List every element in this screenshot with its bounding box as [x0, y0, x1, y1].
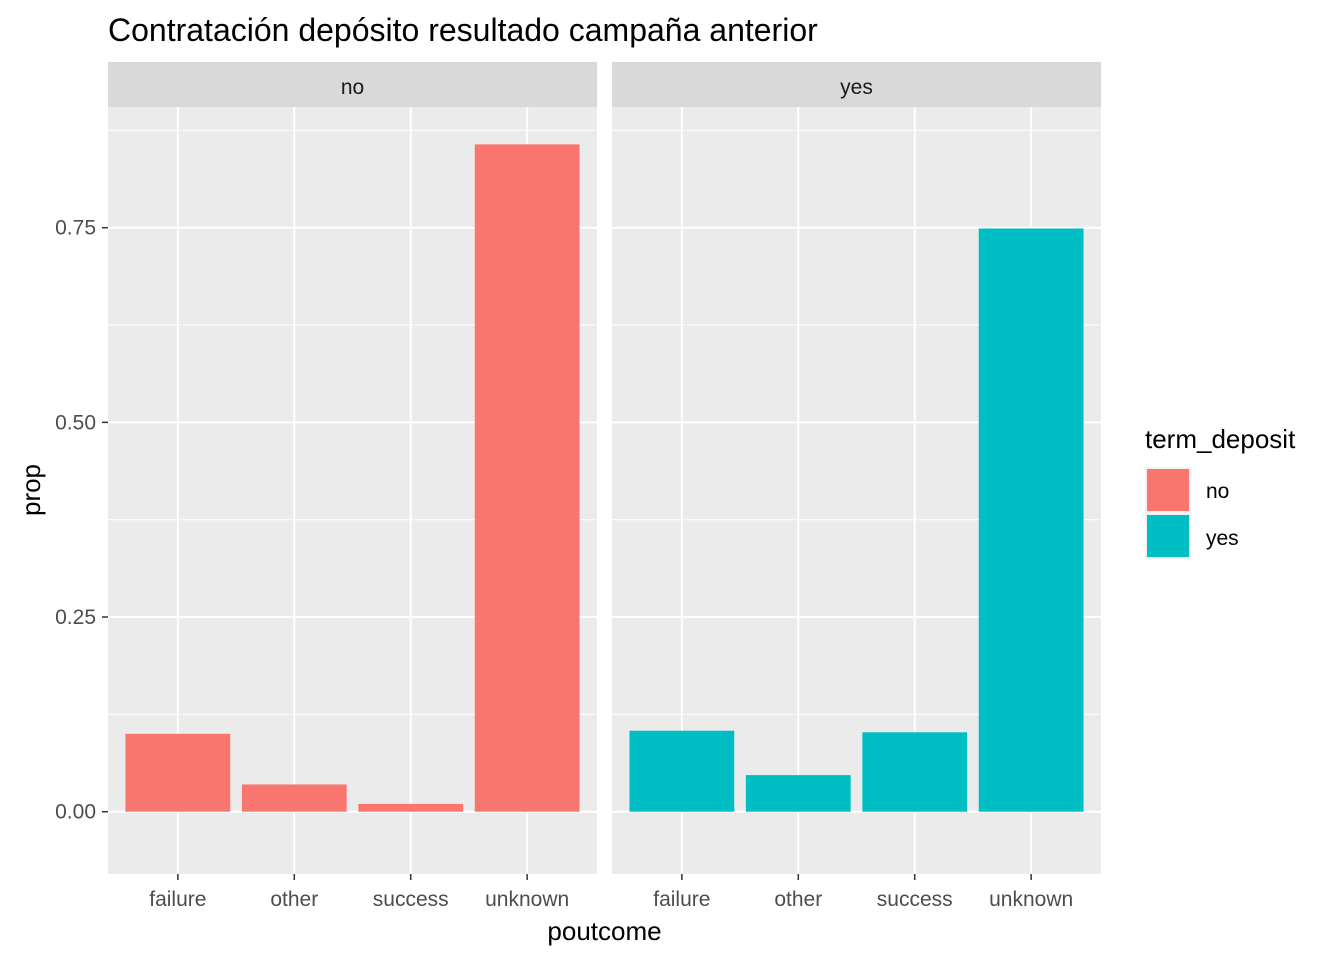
bar-no-other [241, 784, 347, 812]
strip-yes [612, 62, 1101, 107]
strip-label-yes: yes [840, 76, 873, 99]
bar-no-failure [125, 733, 231, 812]
legend-swatch-yes [1147, 515, 1189, 557]
legend-title: term_deposit [1145, 424, 1296, 454]
x-tick-label: unknown [989, 888, 1073, 911]
legend: term_deposit no yes [1145, 424, 1296, 559]
y-tick-label: 0.50 [55, 411, 96, 434]
bar-yes-other [745, 775, 851, 812]
facet-panel-no: no failure other success unknown [108, 62, 597, 911]
legend-label-yes: yes [1206, 527, 1239, 550]
bar-yes-unknown [978, 228, 1084, 812]
y-tick-label: 0.75 [55, 217, 96, 240]
y-axis-title: prop [16, 464, 46, 516]
legend-label-no: no [1206, 480, 1229, 503]
strip-no [108, 62, 597, 107]
x-tick-label: success [373, 888, 449, 911]
y-axis: 0.00 0.25 0.50 0.75 [55, 217, 108, 824]
bar-yes-success [862, 732, 968, 812]
bar-no-unknown [474, 144, 580, 812]
x-axis-title: poutcome [547, 916, 661, 946]
x-tick-label: failure [653, 888, 710, 911]
x-tick-label: failure [149, 888, 206, 911]
chart-title: Contratación depósito resultado campaña … [108, 12, 818, 48]
strip-label-no: no [341, 76, 364, 99]
x-tick-label: unknown [485, 888, 569, 911]
facet-panel-yes: yes failure other success unknown [612, 62, 1101, 911]
legend-swatch-no [1147, 469, 1189, 511]
x-tick-label: success [877, 888, 953, 911]
y-tick-label: 0.25 [55, 606, 96, 629]
bar-yes-failure [629, 730, 735, 812]
bar-no-success [358, 803, 464, 812]
x-tick-label: other [774, 888, 822, 911]
x-tick-label: other [270, 888, 318, 911]
y-tick-label: 0.00 [55, 801, 96, 824]
